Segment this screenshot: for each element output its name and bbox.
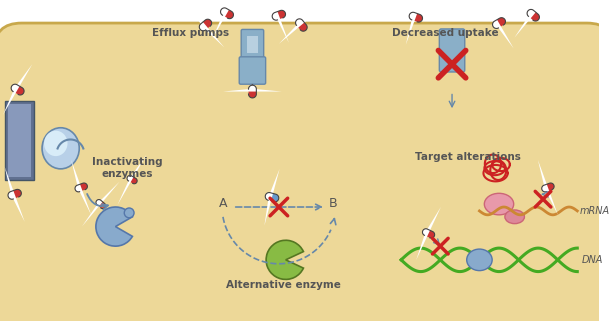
Polygon shape <box>220 8 233 19</box>
Polygon shape <box>96 200 106 209</box>
Polygon shape <box>422 229 435 238</box>
Wedge shape <box>266 240 304 279</box>
Polygon shape <box>223 85 282 92</box>
FancyBboxPatch shape <box>241 29 264 62</box>
Text: Alternative enzyme: Alternative enzyme <box>226 280 341 290</box>
Polygon shape <box>542 183 554 192</box>
FancyBboxPatch shape <box>239 57 266 84</box>
Ellipse shape <box>484 193 513 215</box>
Polygon shape <box>269 0 289 43</box>
Bar <box>247 36 258 53</box>
Polygon shape <box>8 189 21 199</box>
Polygon shape <box>272 10 286 20</box>
Polygon shape <box>265 192 278 202</box>
Ellipse shape <box>44 131 67 156</box>
Text: mRNA: mRNA <box>579 206 610 216</box>
Ellipse shape <box>505 210 524 224</box>
Text: Decreased uptake: Decreased uptake <box>392 28 499 38</box>
Polygon shape <box>11 84 24 95</box>
FancyBboxPatch shape <box>439 29 465 72</box>
Polygon shape <box>538 160 558 215</box>
Polygon shape <box>3 64 32 115</box>
Polygon shape <box>409 12 422 22</box>
Polygon shape <box>484 0 513 49</box>
Polygon shape <box>527 9 539 21</box>
Polygon shape <box>5 167 24 222</box>
Polygon shape <box>416 207 441 260</box>
Polygon shape <box>200 19 212 31</box>
Text: Target alterations: Target alterations <box>415 152 521 162</box>
Polygon shape <box>118 154 147 205</box>
Polygon shape <box>82 181 120 226</box>
Wedge shape <box>96 207 132 246</box>
Polygon shape <box>406 0 426 45</box>
Text: Efflux pumps: Efflux pumps <box>152 28 230 38</box>
Text: B: B <box>329 197 337 210</box>
Ellipse shape <box>467 249 492 271</box>
Polygon shape <box>127 176 137 184</box>
Polygon shape <box>264 169 280 226</box>
Polygon shape <box>493 18 506 29</box>
FancyBboxPatch shape <box>0 23 612 324</box>
Bar <box>5 101 34 179</box>
Text: Inactivating
enzymes: Inactivating enzymes <box>92 157 163 179</box>
Polygon shape <box>279 6 324 44</box>
Text: A: A <box>219 197 227 210</box>
Polygon shape <box>296 19 307 31</box>
Polygon shape <box>75 183 88 192</box>
Ellipse shape <box>42 128 79 169</box>
Polygon shape <box>514 0 552 38</box>
Polygon shape <box>71 160 91 215</box>
Text: DNA: DNA <box>582 255 603 265</box>
Bar <box>8 104 31 177</box>
Circle shape <box>124 208 134 218</box>
Polygon shape <box>187 3 225 48</box>
Polygon shape <box>248 85 256 98</box>
Polygon shape <box>212 0 242 39</box>
